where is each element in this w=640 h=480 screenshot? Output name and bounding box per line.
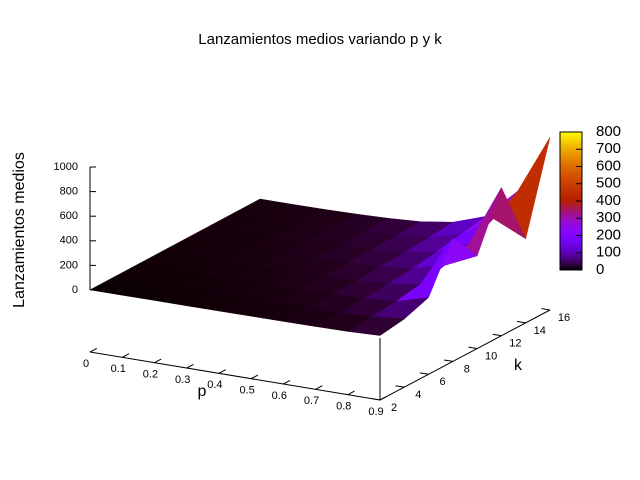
x-tick-label: 0.4 bbox=[207, 379, 222, 391]
y-tick-label: 8 bbox=[464, 363, 470, 375]
x-tick bbox=[186, 363, 194, 369]
colorbar-tick-label: 400 bbox=[596, 192, 621, 209]
x-tick-label: 0.8 bbox=[336, 401, 351, 413]
x-tick bbox=[121, 353, 130, 358]
y-tick-label: 4 bbox=[415, 389, 421, 401]
y-tick bbox=[395, 385, 405, 388]
x-tick bbox=[218, 369, 226, 374]
y-tick bbox=[419, 372, 429, 375]
y-tick bbox=[516, 320, 526, 324]
x-tick-label: 0.9 bbox=[368, 406, 383, 418]
y-tick bbox=[371, 398, 381, 401]
colorbar-tick-label: 200 bbox=[596, 226, 621, 243]
x-tick-label: 0.6 bbox=[272, 390, 287, 402]
colorbar-tick-label: 300 bbox=[596, 209, 621, 226]
colorbar-tick-label: 0 bbox=[596, 261, 604, 278]
x-tick bbox=[89, 347, 98, 353]
x-tick bbox=[250, 374, 259, 380]
chart-title: Lanzamientos medios variando p y k bbox=[198, 31, 442, 48]
y-tick bbox=[444, 359, 453, 362]
colorbar-tick-label: 700 bbox=[596, 140, 621, 157]
colorbar-tick-label: 100 bbox=[596, 244, 621, 261]
z-axis-label: Lanzamientos medios bbox=[11, 152, 28, 308]
colorbar-tick-label: 600 bbox=[596, 157, 621, 174]
x-tick bbox=[347, 390, 355, 396]
y-tick bbox=[492, 333, 502, 337]
z-tick-label: 200 bbox=[60, 259, 78, 271]
x-tick bbox=[154, 358, 162, 364]
x-tick-label: 0.2 bbox=[143, 369, 158, 381]
y-tick-label: 16 bbox=[558, 312, 570, 324]
y-tick-label: 2 bbox=[391, 402, 397, 414]
x-tick bbox=[379, 395, 388, 401]
colorbar-tick-label: 800 bbox=[596, 123, 621, 140]
x-tick-label: 0.5 bbox=[239, 385, 254, 397]
y-tick-label: 6 bbox=[440, 376, 446, 388]
y-tick-label: 14 bbox=[534, 325, 546, 337]
x-tick-label: 0.3 bbox=[175, 374, 190, 386]
y-axis-label: k bbox=[514, 357, 523, 374]
x-tick bbox=[283, 379, 291, 385]
y-axis bbox=[379, 309, 551, 401]
z-tick-label: 400 bbox=[60, 235, 78, 247]
x-tick-label: 0.7 bbox=[304, 395, 319, 407]
z-tick-label: 600 bbox=[60, 210, 78, 222]
y-tick-label: 10 bbox=[485, 350, 497, 362]
z-tick-label: 800 bbox=[60, 186, 78, 198]
y-tick-label: 12 bbox=[509, 338, 521, 350]
x-axis bbox=[89, 351, 381, 401]
z-tick-label: 0 bbox=[72, 284, 78, 296]
x-axis-label: p bbox=[198, 383, 207, 400]
x-tick bbox=[315, 385, 323, 390]
x-tick-label: 0.1 bbox=[111, 363, 126, 375]
y-tick bbox=[468, 346, 478, 350]
y-tick bbox=[541, 308, 551, 311]
colorbar-tick-label: 500 bbox=[596, 175, 621, 192]
x-tick-label: 0 bbox=[83, 358, 89, 370]
z-tick-label: 1000 bbox=[54, 161, 78, 173]
surface-patch bbox=[347, 316, 406, 336]
